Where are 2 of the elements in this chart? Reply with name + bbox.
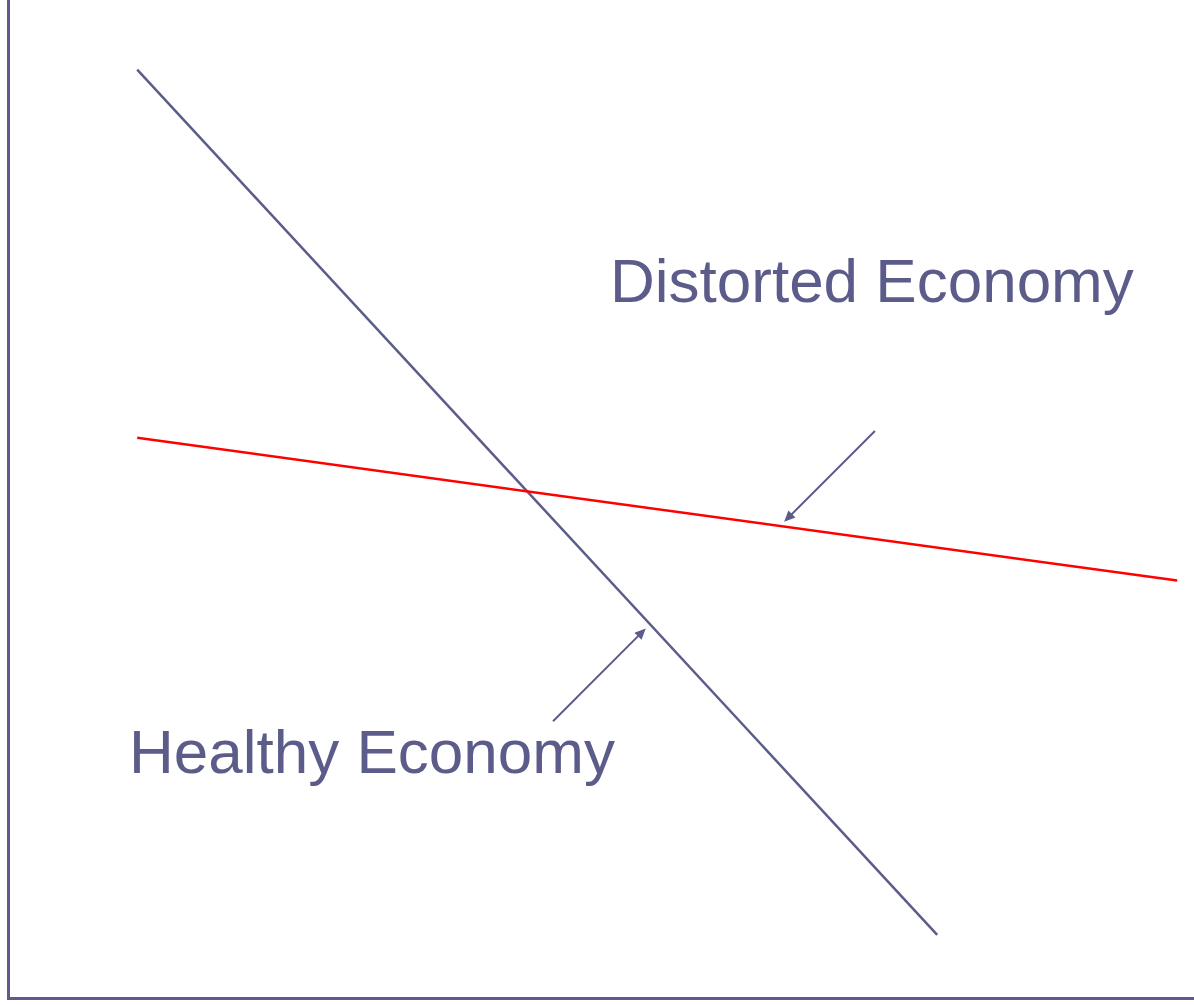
legend-label: Healthy Economy — [129, 717, 615, 786]
text: Distorted Economy — [610, 246, 1134, 315]
